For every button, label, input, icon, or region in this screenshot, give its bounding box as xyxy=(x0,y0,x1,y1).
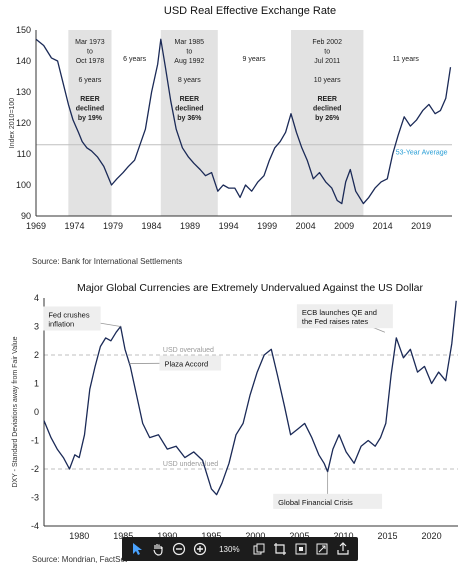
period-annotation: Jul 2011 xyxy=(314,58,340,65)
x-tick-label: 1974 xyxy=(65,221,85,231)
crop-icon[interactable] xyxy=(271,540,289,558)
viewer-toolbar: 130% xyxy=(122,537,358,561)
y-tick-label: 150 xyxy=(16,25,31,35)
y-tick-label: 3 xyxy=(34,322,39,332)
callout-box xyxy=(296,304,393,329)
x-tick-label: 2004 xyxy=(296,221,316,231)
y-tick-label: -3 xyxy=(31,493,39,503)
x-tick-label: 2015 xyxy=(378,531,398,541)
expand-icon[interactable] xyxy=(313,540,331,558)
hand-icon[interactable] xyxy=(149,540,167,558)
period-annotation: 8 years xyxy=(178,77,201,84)
average-label: 53-Year Average xyxy=(396,150,448,157)
x-tick-label: 1980 xyxy=(69,531,89,541)
zoom-in-icon[interactable] xyxy=(191,540,209,558)
y-tick-label: 100 xyxy=(16,180,31,190)
period-annotation: REER xyxy=(317,96,336,103)
period-annotation: by 26% xyxy=(315,115,340,122)
callout-text: Global Financial Crisis xyxy=(278,498,353,507)
threshold-label: USD undervalued xyxy=(163,461,218,468)
shaded-period xyxy=(68,30,112,216)
zoom-level[interactable]: 130% xyxy=(219,544,240,554)
shaded-period xyxy=(290,30,364,216)
callout-box xyxy=(159,355,222,371)
cursor-icon[interactable] xyxy=(128,540,146,558)
dxy-source: Source: Mondrian, FactSet xyxy=(32,555,128,564)
callout-text: ECB launches QE and xyxy=(302,308,377,317)
x-tick-label: 1999 xyxy=(257,221,277,231)
y-axis-label: Index 2010=100 xyxy=(9,98,16,149)
y-tick-label: -4 xyxy=(31,521,39,531)
x-tick-label: 1979 xyxy=(103,221,123,231)
period-annotation: to xyxy=(87,49,93,56)
period-annotation: REER xyxy=(80,96,99,103)
copy-icon[interactable] xyxy=(250,540,268,558)
zoom-out-icon[interactable] xyxy=(170,540,188,558)
period-label: 6 years xyxy=(123,56,146,63)
x-tick-label: 1985 xyxy=(113,531,133,541)
callout-text: inflation xyxy=(48,320,74,329)
y-tick-label: 2 xyxy=(34,350,39,360)
callout-text: Plaza Accord xyxy=(164,360,208,369)
period-annotation: REER xyxy=(180,96,199,103)
x-tick-label: 2014 xyxy=(373,221,393,231)
dxy-chart: USD overvalued USD undervalued 1980 1985 199… xyxy=(12,282,458,541)
chart-title: USD Real Effective Exchange Rate xyxy=(164,5,336,17)
y-tick-label: 130 xyxy=(16,87,31,97)
period-annotation: declined xyxy=(76,106,104,113)
reer-source: Source: Bank for International Settlemen… xyxy=(32,257,183,266)
share-icon[interactable] xyxy=(334,540,352,558)
x-tick-label: 2020 xyxy=(422,531,442,541)
x-tick-label: 1995 xyxy=(201,531,221,541)
period-annotation: Mar 1973 xyxy=(75,39,105,46)
period-annotation: to xyxy=(186,49,192,56)
x-tick-label: 2005 xyxy=(289,531,309,541)
y-tick-label: 1 xyxy=(34,379,39,389)
x-tick-label: 1994 xyxy=(219,221,239,231)
period-annotation: by 19% xyxy=(78,115,103,122)
period-annotation: 10 years xyxy=(314,77,341,84)
period-annotation: Aug 1992 xyxy=(174,58,204,65)
y-tick-label: 90 xyxy=(21,211,31,221)
y-tick-label: 140 xyxy=(16,56,31,66)
x-tick-label: 2000 xyxy=(245,531,265,541)
period-annotation: declined xyxy=(175,106,203,113)
series-line xyxy=(35,38,452,205)
series-line xyxy=(43,300,457,496)
x-tick-label: 1984 xyxy=(142,221,162,231)
x-tick-label: 2010 xyxy=(333,531,353,541)
chart-title: Major Global Currencies are Extremely Un… xyxy=(77,282,424,294)
y-tick-label: -1 xyxy=(31,436,39,446)
y-axis-label: DXY - Standard Deviations away from Fair… xyxy=(12,336,19,487)
callout-box xyxy=(273,493,383,509)
callout-text: the Fed raises rates xyxy=(302,317,369,326)
fit-icon[interactable] xyxy=(292,540,310,558)
period-label: 9 years xyxy=(243,56,266,63)
threshold-label: USD overvalued xyxy=(163,347,214,354)
period-annotation: Oct 1978 xyxy=(76,58,105,65)
reer-chart: Mar 1973 to Oct 1978 6 years REER declined by … xyxy=(9,5,452,231)
x-tick-label: 1989 xyxy=(180,221,200,231)
y-tick-label: -2 xyxy=(31,464,39,474)
x-tick-label: 2019 xyxy=(411,221,431,231)
x-tick-label: 2009 xyxy=(334,221,354,231)
y-tick-label: 0 xyxy=(34,407,39,417)
x-tick-label: 1990 xyxy=(157,531,177,541)
y-tick-label: 4 xyxy=(34,293,39,303)
period-annotation: Feb 2002 xyxy=(312,39,342,46)
period-annotation: 6 years xyxy=(78,77,101,84)
shaded-period xyxy=(160,30,218,216)
callout-box xyxy=(43,306,101,331)
period-annotation: by 36% xyxy=(177,115,202,122)
callout-text: Fed crushes xyxy=(48,311,90,320)
y-tick-label: 120 xyxy=(16,118,31,128)
period-annotation: to xyxy=(324,49,330,56)
period-annotation: Mar 1985 xyxy=(175,39,205,46)
y-tick-label: 110 xyxy=(17,149,31,159)
period-label: 11 years xyxy=(393,56,420,63)
x-tick-label: 1969 xyxy=(26,221,46,231)
period-annotation: declined xyxy=(313,106,341,113)
